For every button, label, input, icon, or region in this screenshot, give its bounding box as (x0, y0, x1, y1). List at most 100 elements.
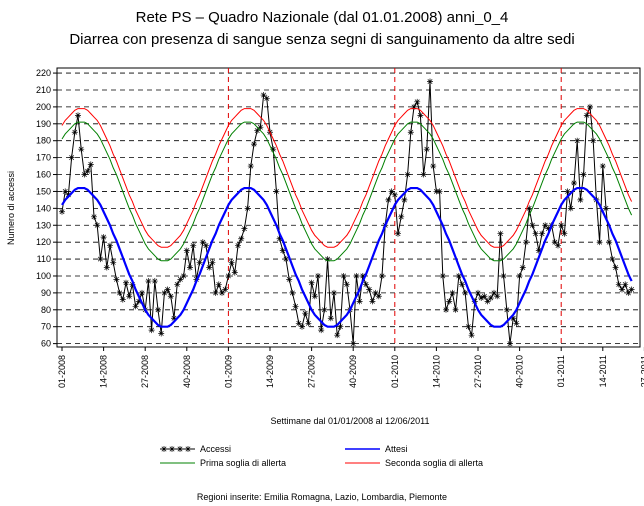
x-axis-label: Settimane dal 01/01/2008 al 12/06/2011 (271, 416, 430, 426)
x-tick-label: 14-2008 (99, 355, 109, 388)
data-point (292, 303, 299, 310)
data-point (628, 286, 635, 293)
data-point (321, 306, 328, 313)
data-point (423, 146, 430, 153)
data-point (228, 259, 235, 266)
data-point (391, 191, 398, 198)
data-point (526, 205, 533, 212)
plot-frame (56, 67, 641, 348)
x-tick-label: 14-2011 (598, 355, 608, 387)
data-point (615, 281, 622, 288)
data-point (126, 293, 133, 300)
legend-marker (161, 446, 167, 452)
data-point (395, 230, 401, 237)
data-point (65, 191, 72, 198)
data-point (510, 315, 517, 322)
data-point (75, 112, 81, 119)
data-point (475, 289, 481, 296)
series-line (61, 121, 633, 262)
data-point (81, 171, 88, 178)
data-point (273, 188, 280, 195)
y-tick-label: 80 (41, 305, 51, 315)
data-point (481, 293, 488, 300)
x-tick-label: 14-2010 (431, 355, 441, 388)
y-tick-label: 140 (36, 203, 51, 213)
y-tick-label: 210 (36, 85, 51, 95)
data-point (113, 276, 120, 283)
x-tick-label: 01-2010 (390, 355, 400, 388)
y-tick-label: 190 (36, 119, 51, 129)
y-axis-label: Numero di accessi (6, 171, 16, 245)
data-point (545, 225, 552, 232)
data-point (97, 256, 104, 263)
data-point (363, 281, 369, 288)
data-point (350, 340, 357, 347)
data-point (187, 264, 193, 271)
data-point (91, 213, 97, 220)
data-point (183, 247, 190, 254)
data-point (516, 272, 523, 279)
data-point (225, 272, 232, 279)
data-point (561, 230, 568, 237)
x-tick-label: 14-2009 (265, 355, 275, 388)
data-point (283, 256, 289, 263)
footnote: Regioni inserite: Emilia Romagna, Lazio,… (197, 492, 447, 502)
data-point (315, 272, 321, 279)
x-tick-label: 40-2010 (515, 355, 525, 388)
data-point (199, 239, 206, 246)
data-point (619, 286, 625, 293)
data-point (414, 98, 421, 105)
data-point (334, 332, 341, 339)
y-tick-label: 70 (41, 322, 51, 332)
data-point (161, 289, 168, 296)
data-point (372, 289, 379, 296)
data-point (244, 205, 251, 212)
y-tick-label: 60 (41, 339, 51, 349)
data-point (331, 289, 337, 296)
data-point (603, 205, 609, 212)
series-line (61, 186, 633, 328)
legend-marker (177, 446, 183, 452)
data-point (439, 272, 446, 279)
data-point (254, 127, 261, 134)
data-point (129, 281, 136, 288)
data-point (286, 276, 293, 283)
y-tick-label: 110 (37, 254, 51, 264)
data-point (219, 289, 225, 296)
data-point (110, 259, 117, 266)
data-point (455, 272, 462, 279)
data-point (398, 213, 405, 220)
data-point (609, 256, 616, 263)
y-tick-label: 180 (36, 136, 51, 146)
y-tick-label: 90 (41, 288, 51, 298)
data-point (215, 281, 222, 288)
data-point (411, 103, 417, 110)
data-point (491, 289, 497, 296)
data-point (305, 320, 312, 327)
data-point (145, 278, 152, 285)
data-point (270, 146, 277, 153)
data-point (430, 163, 437, 170)
data-point (583, 112, 590, 119)
x-tick-label: 27-2010 (473, 355, 483, 388)
x-tick-label: 27-2008 (140, 355, 150, 388)
data-point (135, 298, 142, 305)
data-point (542, 222, 549, 229)
x-tick-label: 01-2011 (556, 355, 566, 387)
data-point (171, 315, 177, 322)
x-tick-label: 40-2008 (182, 355, 192, 388)
data-point (235, 242, 241, 249)
data-point (148, 327, 155, 334)
data-point (452, 306, 459, 313)
data-point (587, 103, 593, 110)
x-tick-label: 01-2009 (223, 355, 233, 388)
series-line (61, 108, 633, 248)
data-point (555, 242, 561, 249)
data-point (433, 188, 440, 195)
data-point (167, 293, 174, 300)
data-point (407, 129, 414, 136)
data-point (94, 222, 101, 229)
data-point (369, 298, 376, 305)
data-point (443, 306, 449, 313)
